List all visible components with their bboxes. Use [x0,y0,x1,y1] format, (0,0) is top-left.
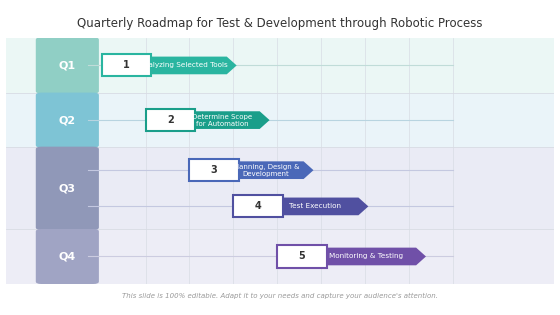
Polygon shape [130,57,237,74]
FancyBboxPatch shape [234,195,283,217]
Text: Q3: Q3 [59,183,76,193]
Bar [6,147,554,229]
FancyBboxPatch shape [277,245,326,267]
Text: Planning, Design &
Development: Planning, Design & Development [233,164,299,177]
Bar [6,229,554,284]
Text: 2: 2 [167,115,174,125]
Text: 3: 3 [211,165,217,175]
Text: 5: 5 [298,251,305,261]
Text: Q4: Q4 [59,251,76,261]
Text: 4: 4 [255,201,262,211]
FancyBboxPatch shape [36,229,99,284]
FancyBboxPatch shape [36,37,99,94]
FancyBboxPatch shape [36,147,99,230]
Bar [6,93,554,147]
Bar [6,38,554,93]
FancyBboxPatch shape [146,109,195,131]
Text: Quarterly Roadmap for Test & Development through Robotic Process: Quarterly Roadmap for Test & Development… [77,17,483,31]
Polygon shape [263,198,368,215]
Polygon shape [175,111,269,129]
Text: 1: 1 [123,60,130,71]
Polygon shape [306,248,426,265]
Text: Determine Scope
for Automation: Determine Scope for Automation [192,114,252,127]
Text: Q2: Q2 [59,115,76,125]
Text: Q1: Q1 [59,60,76,71]
FancyBboxPatch shape [36,93,99,148]
Text: Analyzing Selected Tools: Analyzing Selected Tools [139,62,228,68]
Text: Monitoring & Testing: Monitoring & Testing [329,254,403,260]
Polygon shape [218,161,314,179]
FancyBboxPatch shape [101,54,151,77]
Text: Test Execution: Test Execution [290,203,342,209]
Text: This slide is 100% editable. Adapt it to your needs and capture your audience's : This slide is 100% editable. Adapt it to… [122,293,438,300]
FancyBboxPatch shape [189,159,239,181]
